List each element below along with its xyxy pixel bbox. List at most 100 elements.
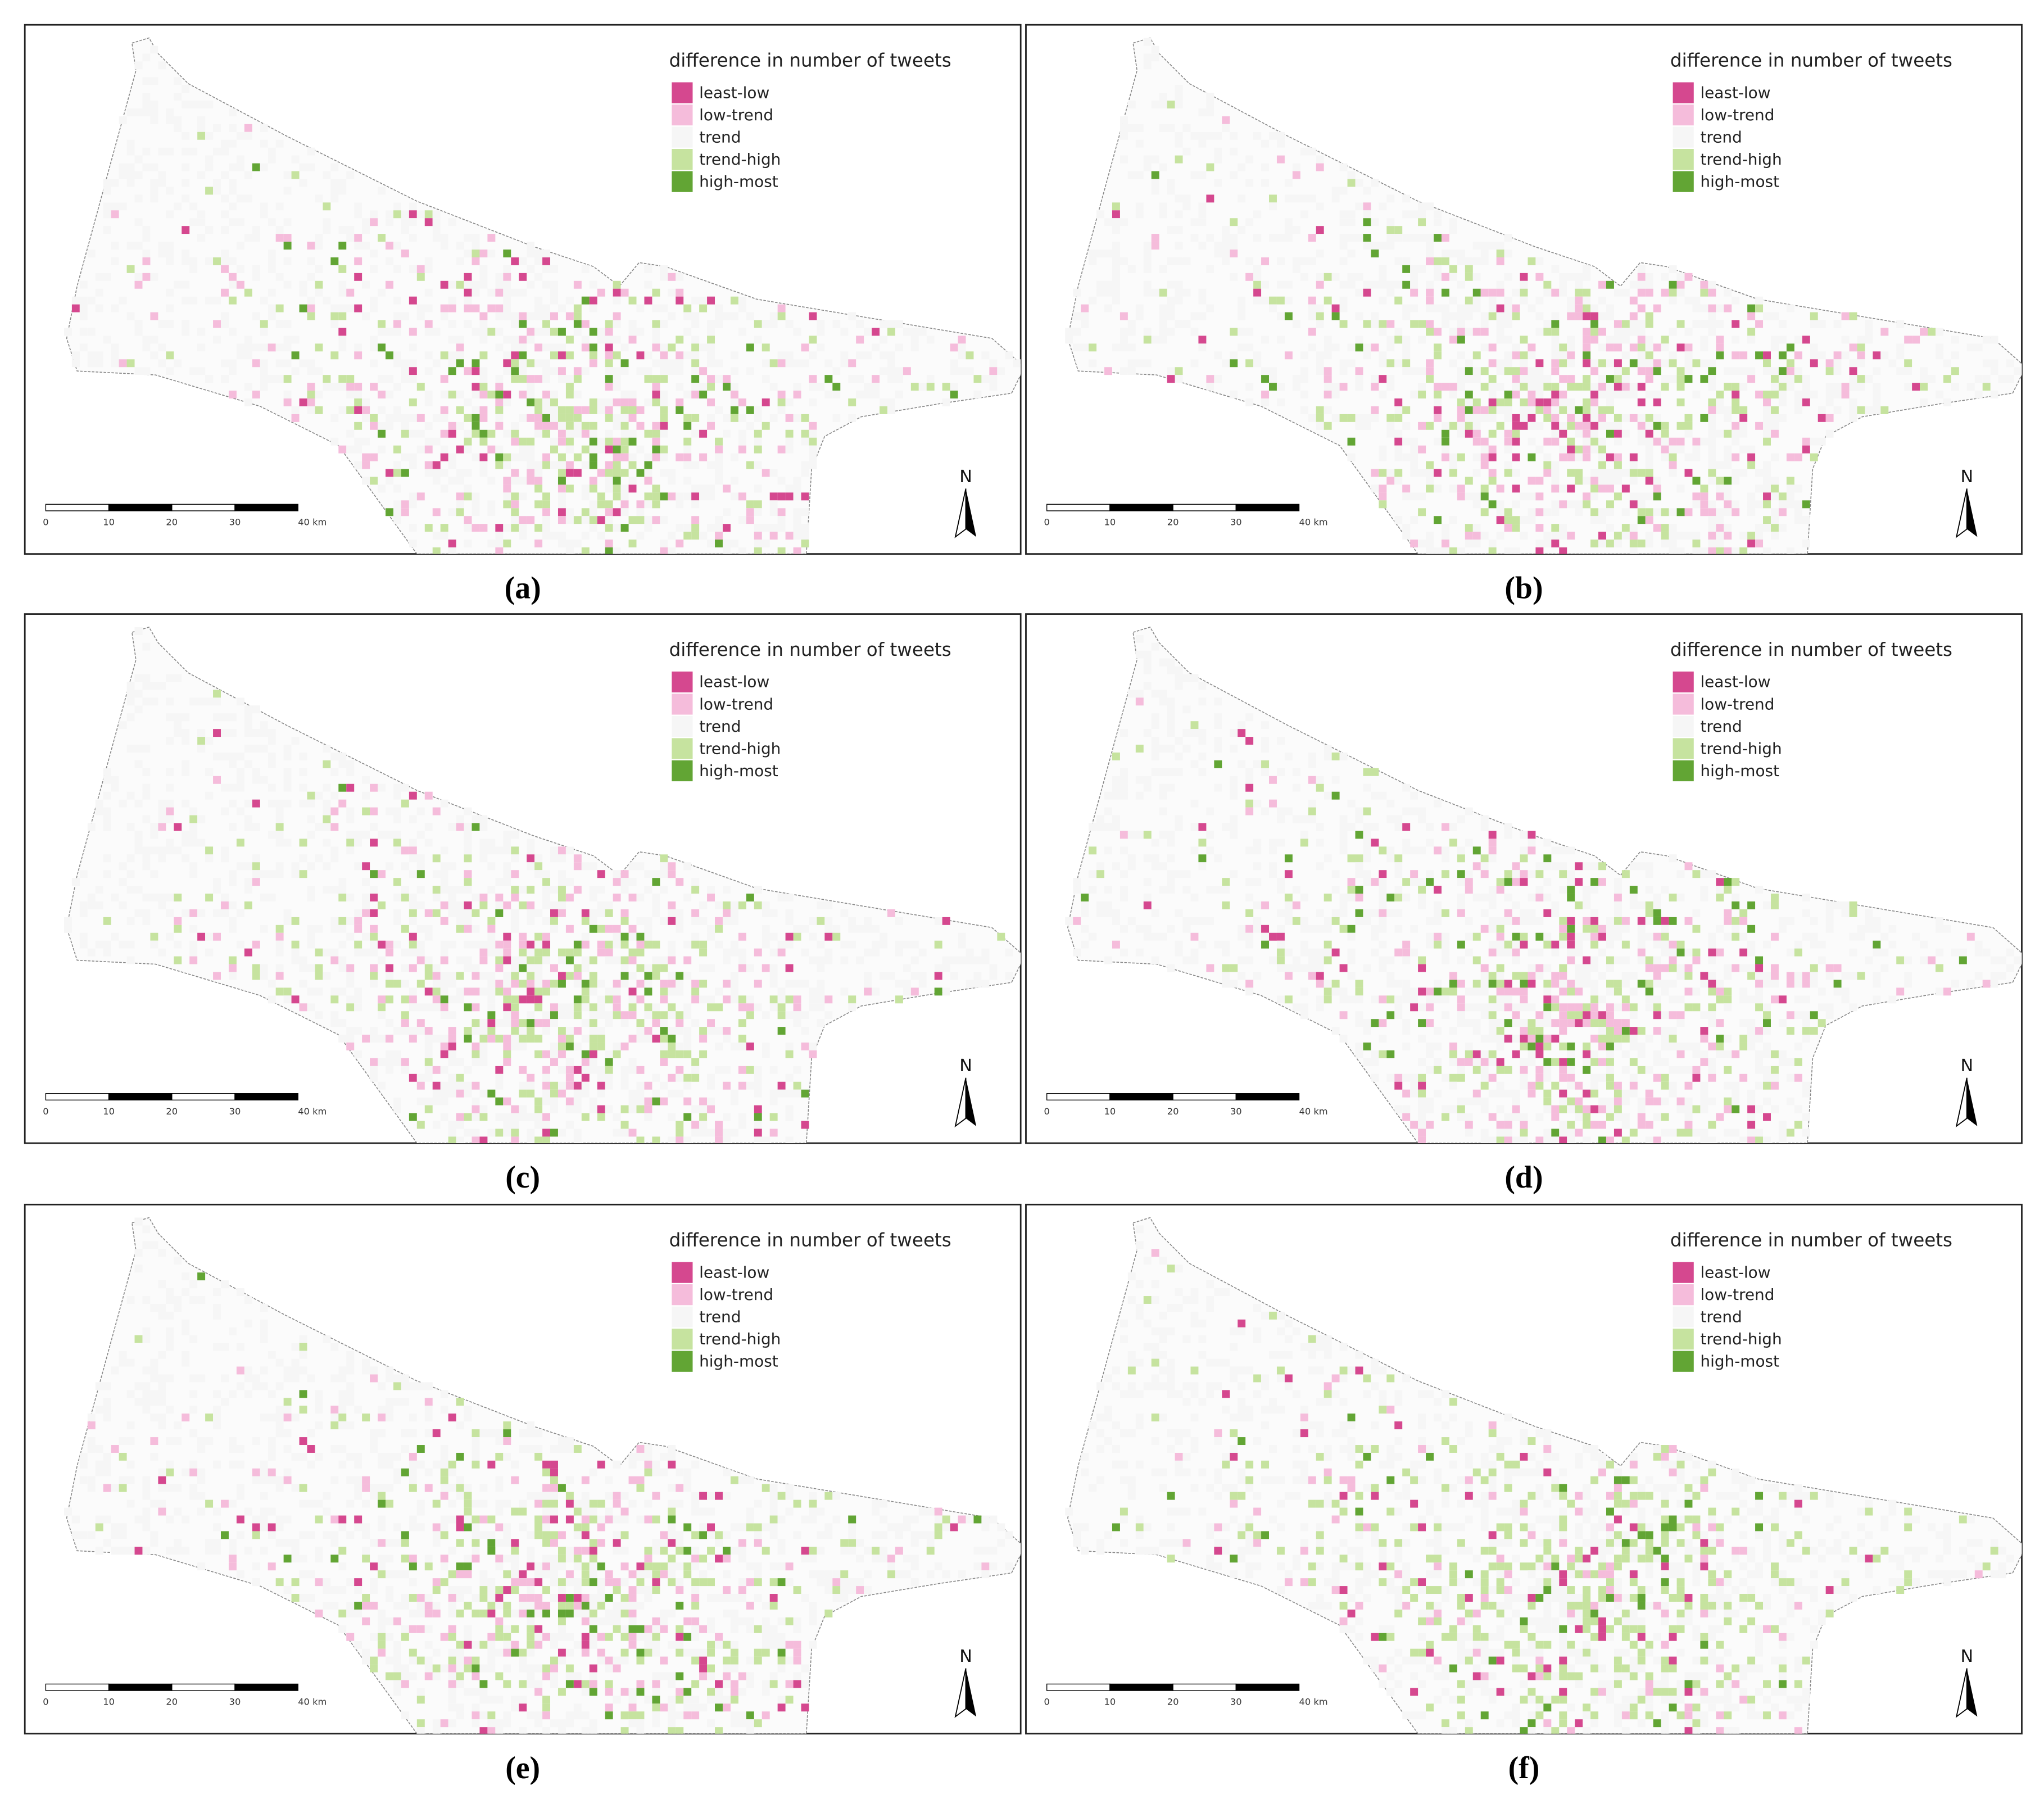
grid-cell bbox=[1253, 878, 1262, 886]
grid-cell bbox=[416, 1097, 425, 1105]
grid-cell bbox=[817, 343, 825, 352]
grid-cell bbox=[519, 1035, 527, 1043]
grid-cell bbox=[1676, 547, 1685, 554]
grid-cell bbox=[676, 359, 684, 368]
grid-cell bbox=[362, 242, 370, 250]
grid-cell bbox=[1175, 132, 1183, 140]
grid-cell bbox=[424, 320, 433, 328]
grid-cell bbox=[762, 469, 770, 477]
grid-cell bbox=[479, 524, 488, 532]
grid-cell bbox=[699, 484, 708, 493]
grid-cell bbox=[182, 768, 190, 776]
grid-cell bbox=[166, 108, 174, 116]
grid-cell bbox=[1810, 343, 1818, 352]
grid-cell bbox=[401, 1019, 409, 1027]
grid-cell bbox=[464, 987, 472, 996]
grid-cell bbox=[1504, 429, 1512, 438]
grid-cell bbox=[620, 1019, 629, 1027]
grid-cell bbox=[1402, 194, 1411, 203]
grid-cell bbox=[738, 1066, 746, 1074]
grid-cell bbox=[150, 108, 158, 116]
grid-cell bbox=[683, 1050, 692, 1058]
grid-cell bbox=[519, 445, 527, 454]
grid-cell bbox=[636, 516, 645, 524]
grid-cell bbox=[1198, 139, 1207, 148]
grid-cell bbox=[244, 760, 252, 768]
grid-cell bbox=[1684, 273, 1693, 281]
grid-cell bbox=[1167, 328, 1175, 336]
grid-cell bbox=[605, 383, 613, 391]
grid-cell bbox=[1159, 783, 1167, 792]
grid-cell bbox=[1159, 745, 1167, 753]
grid-cell bbox=[1410, 469, 1418, 477]
grid-cell bbox=[142, 862, 151, 871]
grid-cell bbox=[1143, 925, 1152, 933]
grid-cell bbox=[1230, 831, 1238, 839]
grid-cell bbox=[565, 351, 574, 360]
grid-cell bbox=[87, 351, 96, 360]
grid-cell bbox=[1732, 437, 1740, 446]
grid-cell bbox=[511, 1035, 519, 1043]
grid-cell bbox=[1614, 328, 1622, 336]
grid-cell bbox=[581, 1058, 590, 1066]
grid-cell bbox=[762, 375, 770, 383]
grid-cell bbox=[1528, 257, 1536, 265]
grid-cell bbox=[1810, 453, 1818, 461]
grid-cell bbox=[1253, 901, 1262, 909]
grid-cell bbox=[503, 280, 511, 289]
grid-cell bbox=[503, 273, 511, 281]
grid-cell bbox=[738, 492, 746, 501]
scale-label: 20 bbox=[1167, 516, 1179, 527]
grid-cell bbox=[503, 296, 511, 305]
grid-cell bbox=[597, 492, 605, 501]
grid-cell bbox=[1245, 980, 1254, 988]
grid-cell bbox=[275, 304, 284, 312]
grid-cell bbox=[652, 1011, 660, 1019]
grid-cell bbox=[660, 414, 668, 422]
grid-cell bbox=[918, 948, 927, 957]
grid-cell bbox=[487, 862, 496, 871]
grid-cell bbox=[660, 429, 668, 438]
grid-cell bbox=[597, 1035, 605, 1043]
grid-cell bbox=[487, 234, 496, 242]
grid-cell bbox=[1551, 398, 1560, 406]
grid-cell bbox=[362, 776, 370, 784]
grid-cell bbox=[1441, 532, 1449, 540]
grid-cell bbox=[840, 987, 849, 996]
grid-cell bbox=[628, 437, 637, 446]
grid-cell bbox=[424, 839, 433, 847]
grid-cell bbox=[103, 187, 111, 195]
grid-cell bbox=[1716, 461, 1724, 469]
grid-cell bbox=[166, 351, 174, 360]
grid-cell bbox=[472, 1043, 480, 1050]
grid-cell bbox=[409, 909, 417, 917]
grid-cell bbox=[1331, 414, 1340, 422]
grid-cell bbox=[315, 1011, 323, 1019]
grid-cell bbox=[401, 312, 409, 320]
grid-cell bbox=[1535, 257, 1544, 265]
grid-cell bbox=[1261, 745, 1270, 753]
grid-cell bbox=[1276, 234, 1285, 242]
grid-cell bbox=[581, 1050, 590, 1058]
grid-cell bbox=[1214, 250, 1222, 257]
grid-cell bbox=[79, 870, 88, 878]
grid-cell bbox=[268, 375, 276, 383]
grid-cell bbox=[330, 846, 339, 855]
grid-cell bbox=[1238, 729, 1246, 737]
grid-cell bbox=[464, 484, 472, 493]
grid-cell bbox=[393, 909, 401, 917]
grid-cell bbox=[166, 894, 174, 901]
grid-cell bbox=[809, 336, 817, 344]
grid-cell bbox=[597, 925, 605, 933]
grid-cell bbox=[824, 1011, 833, 1019]
grid-cell bbox=[338, 336, 347, 344]
grid-cell bbox=[691, 1073, 700, 1082]
grid-cell bbox=[1182, 124, 1191, 132]
grid-cell bbox=[244, 745, 252, 753]
grid-cell bbox=[699, 367, 708, 375]
grid-cell bbox=[1732, 367, 1740, 375]
grid-cell bbox=[260, 894, 268, 901]
grid-cell bbox=[1198, 296, 1207, 305]
grid-cell bbox=[644, 351, 652, 360]
grid-cell bbox=[1786, 477, 1794, 485]
